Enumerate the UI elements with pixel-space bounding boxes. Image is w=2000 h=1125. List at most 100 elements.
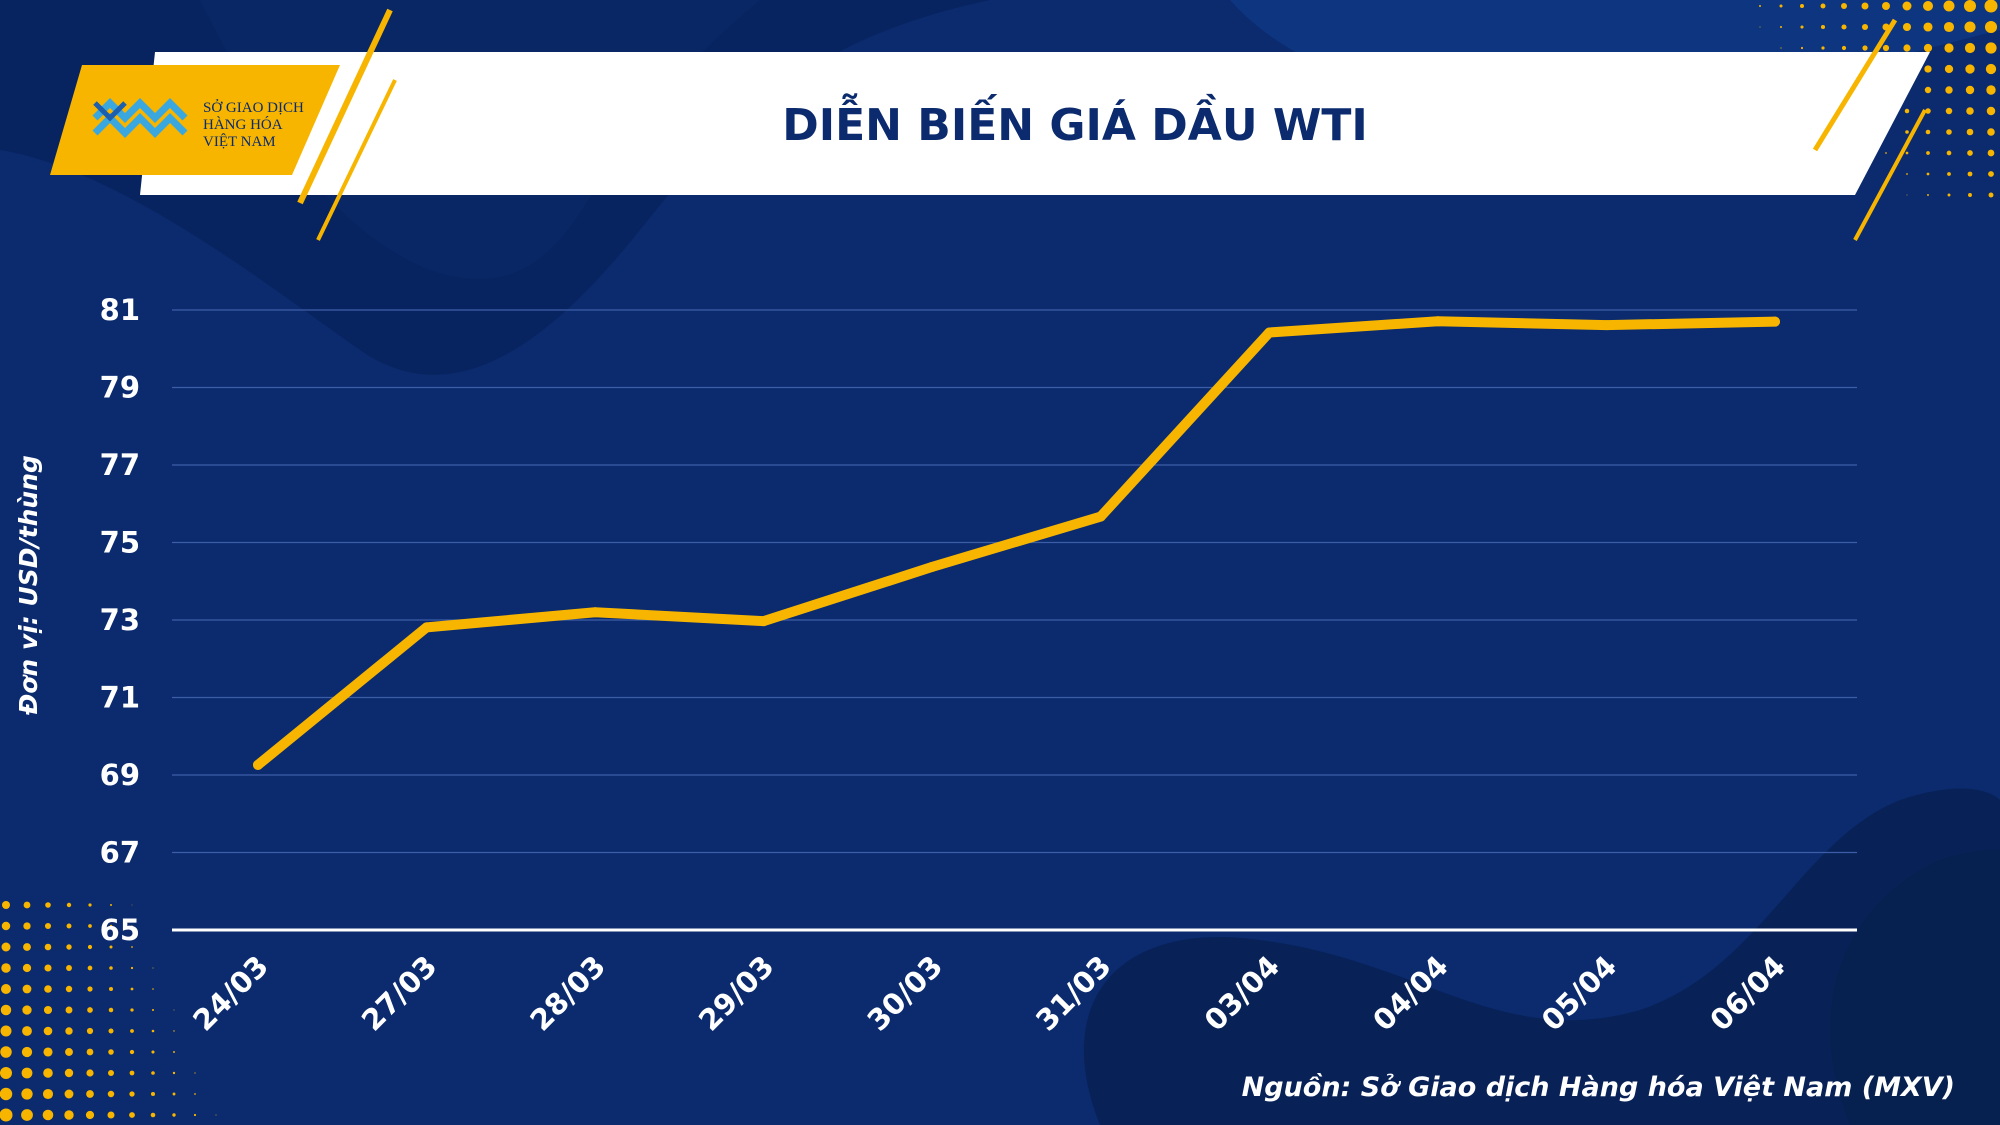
x-tick-label: 30/03 <box>861 949 950 1038</box>
decor-dot <box>43 1005 53 1015</box>
decor-dot <box>1759 5 1761 7</box>
x-tick-label: 27/03 <box>355 949 444 1038</box>
decor-dot <box>215 1114 217 1116</box>
decor-dot <box>1986 85 1996 95</box>
decor-dot <box>1841 3 1847 9</box>
decor-dot <box>173 1051 175 1053</box>
y-tick-label: 79 <box>100 371 140 405</box>
decor-dot <box>172 1092 176 1096</box>
decor-dot <box>64 1110 74 1120</box>
decor-dot <box>1820 24 1826 30</box>
decor-dot <box>1882 2 1890 10</box>
decor-dot <box>45 902 51 908</box>
y-tick-label: 77 <box>100 448 140 482</box>
dot-pattern-left <box>0 901 217 1122</box>
decor-dot <box>66 923 72 929</box>
decor-dot <box>44 964 52 972</box>
decor-dot <box>1988 171 1994 177</box>
decor-dot <box>64 1068 74 1078</box>
decor-dot <box>172 1071 176 1075</box>
decor-dot <box>1906 173 1908 175</box>
decor-dot <box>1820 3 1826 9</box>
decor-dot <box>85 1110 95 1120</box>
decor-dot <box>1841 24 1847 30</box>
x-tick-label: 29/03 <box>692 949 781 1038</box>
series-line <box>253 316 1780 770</box>
decor-dot <box>0 1046 12 1058</box>
decor-dot <box>1 963 11 973</box>
decor-dot <box>1 984 11 994</box>
decor-dot <box>1964 0 1976 12</box>
decor-dot <box>1964 42 1976 54</box>
decor-dot <box>151 1071 155 1075</box>
source-note: Nguồn: Sở Giao dịch Hàng hóa Việt Nam (M… <box>1242 1072 1955 1103</box>
decor-dot <box>129 1070 135 1076</box>
decor-dot <box>108 1070 114 1076</box>
decor-dot <box>66 965 72 971</box>
decor-dot <box>152 988 154 990</box>
header-banner: SỞ GIAO DỊCH HÀNG HÓA VIỆT NAM DIỄN BIẾN… <box>50 8 1930 241</box>
decor-dot <box>87 1007 93 1013</box>
decor-dot <box>109 945 113 949</box>
decor-dot <box>0 1025 12 1037</box>
decor-dot <box>172 1113 176 1117</box>
decor-dot <box>129 1112 135 1118</box>
decor-dot <box>0 1004 12 1016</box>
decor-dot <box>1967 171 1973 177</box>
logo-panel <box>50 65 340 175</box>
decor-dot <box>1905 130 1909 134</box>
decor-dot <box>1902 22 1912 32</box>
decor-dot <box>23 901 31 909</box>
decor-dot <box>1984 20 1998 34</box>
decor-dot <box>1906 194 1908 196</box>
decor-dot <box>150 1112 156 1118</box>
decor-dot <box>1 921 11 931</box>
decor-dot <box>22 984 32 994</box>
data-point <box>1432 316 1443 327</box>
data-point <box>590 607 601 618</box>
decor-dot <box>64 1089 74 1099</box>
decor-dot <box>1943 0 1955 12</box>
decor-dot <box>151 1029 155 1033</box>
decor-dot <box>22 1026 32 1036</box>
decor-dot <box>22 1005 32 1015</box>
decor-dot <box>1902 1 1912 11</box>
decor-dot <box>65 985 73 993</box>
grid-lines <box>172 309 1857 932</box>
decor-dot <box>86 1069 94 1077</box>
decor-dot <box>86 1048 94 1056</box>
decor-dot <box>152 967 154 969</box>
y-tick-label: 81 <box>100 293 140 327</box>
decor-dot <box>1984 0 1998 13</box>
decor-dot <box>109 987 113 991</box>
decor-dot <box>1885 152 1887 154</box>
decor-dot <box>108 1028 114 1034</box>
decor-dot <box>1861 23 1869 31</box>
y-tick-label: 69 <box>100 758 140 792</box>
accent-stripe <box>297 8 393 205</box>
decor-dot <box>150 1091 156 1097</box>
decor-dot <box>86 1027 94 1035</box>
decor-dot <box>44 985 52 993</box>
page-title: DIỄN BIẾN GIÁ DẦU WTI <box>782 92 1368 151</box>
decor-dot <box>1947 172 1951 176</box>
data-point <box>758 616 769 627</box>
decor-dot <box>88 924 92 928</box>
y-axis-ticks: 65 67 69 71 73 75 77 79 81 <box>100 293 140 947</box>
decor-dot <box>21 1046 33 1058</box>
y-tick-label: 75 <box>100 526 140 560</box>
x-tick-label: 24/03 <box>186 949 275 1038</box>
decor-dot <box>88 903 92 907</box>
decor-dot <box>1965 85 1975 95</box>
decor-dot <box>21 1067 33 1079</box>
y-tick-label: 67 <box>100 836 140 870</box>
decor-dot <box>1944 43 1954 53</box>
decor-dot <box>66 902 72 908</box>
decor-dot <box>1927 194 1929 196</box>
data-point <box>1601 320 1612 331</box>
decor-dot <box>193 1113 197 1117</box>
decor-dot <box>130 987 134 991</box>
decor-dot <box>1926 172 1930 176</box>
decor-dot <box>1945 86 1953 94</box>
